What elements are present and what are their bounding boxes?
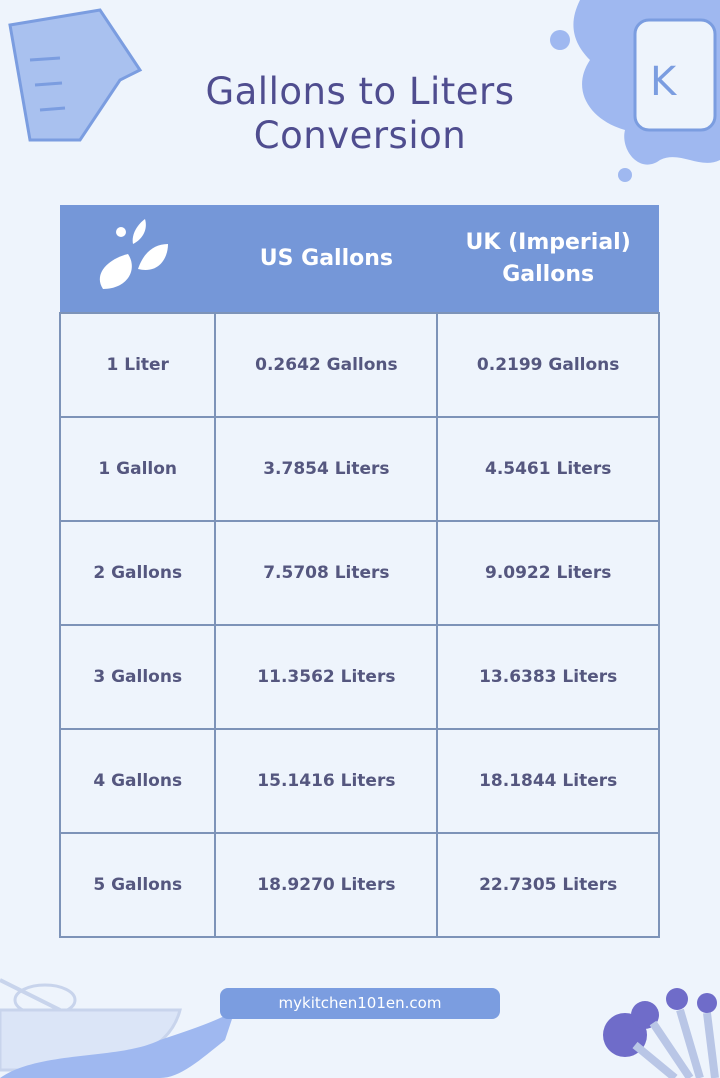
page-title: Gallons to Liters Conversion [0, 70, 720, 158]
header-us-gallons: US Gallons [215, 205, 438, 313]
website-link[interactable]: mykitchen101en.com [220, 988, 500, 1019]
uk-gallons-cell: 0.2199 Gallons [436, 312, 660, 418]
us-gallons-cell: 15.1416 Liters [214, 728, 439, 834]
uk-gallons-cell: 4.5461 Liters [436, 416, 660, 522]
uk-gallons-cell: 13.6383 Liters [436, 624, 660, 730]
svg-text:K: K [650, 59, 678, 105]
table-row: 2 Gallons 7.5708 Liters 9.0922 Liters [58, 520, 660, 626]
header-icon-cell [60, 205, 216, 313]
us-gallons-cell: 7.5708 Liters [214, 520, 439, 626]
unit-cell: 1 Gallon [58, 416, 217, 522]
table-row: 1 Gallon 3.7854 Liters 4.5461 Liters [58, 416, 660, 522]
unit-cell: 3 Gallons [58, 624, 217, 730]
us-gallons-cell: 11.3562 Liters [214, 624, 439, 730]
title-line-1: Gallons to Liters [205, 70, 515, 113]
uk-gallons-cell: 9.0922 Liters [436, 520, 660, 626]
us-gallons-cell: 0.2642 Gallons [214, 312, 439, 418]
table-row: 1 Liter 0.2642 Gallons 0.2199 Gallons [58, 312, 660, 418]
measuring-spoons-icon [603, 988, 719, 1078]
table-row: 3 Gallons 11.3562 Liters 13.6383 Liters [58, 624, 660, 730]
mixing-bowl-whisk-icon [0, 978, 235, 1078]
title-line-2: Conversion [253, 114, 467, 157]
measuring-cup-icon [8, 8, 143, 142]
table-row: 5 Gallons 18.9270 Liters 22.7305 Liters [58, 832, 660, 938]
unit-cell: 2 Gallons [58, 520, 217, 626]
conversion-table: US Gallons UK (Imperial) Gallons 1 Liter… [58, 205, 660, 938]
unit-cell: 4 Gallons [58, 728, 217, 834]
table-header-row: US Gallons UK (Imperial) Gallons [60, 205, 659, 313]
unit-cell: 5 Gallons [58, 832, 217, 938]
uk-gallons-cell: 22.7305 Liters [436, 832, 660, 938]
unit-cell: 1 Liter [58, 312, 217, 418]
milk-bottle-splash-icon: K [550, 0, 720, 182]
uk-gallons-cell: 18.1844 Liters [436, 728, 660, 834]
us-gallons-cell: 18.9270 Liters [214, 832, 439, 938]
table-row: 4 Gallons 15.1416 Liters 18.1844 Liters [58, 728, 660, 834]
us-gallons-cell: 3.7854 Liters [214, 416, 439, 522]
header-uk-gallons: UK (Imperial) Gallons [437, 205, 659, 313]
water-splash-icon [99, 218, 168, 289]
